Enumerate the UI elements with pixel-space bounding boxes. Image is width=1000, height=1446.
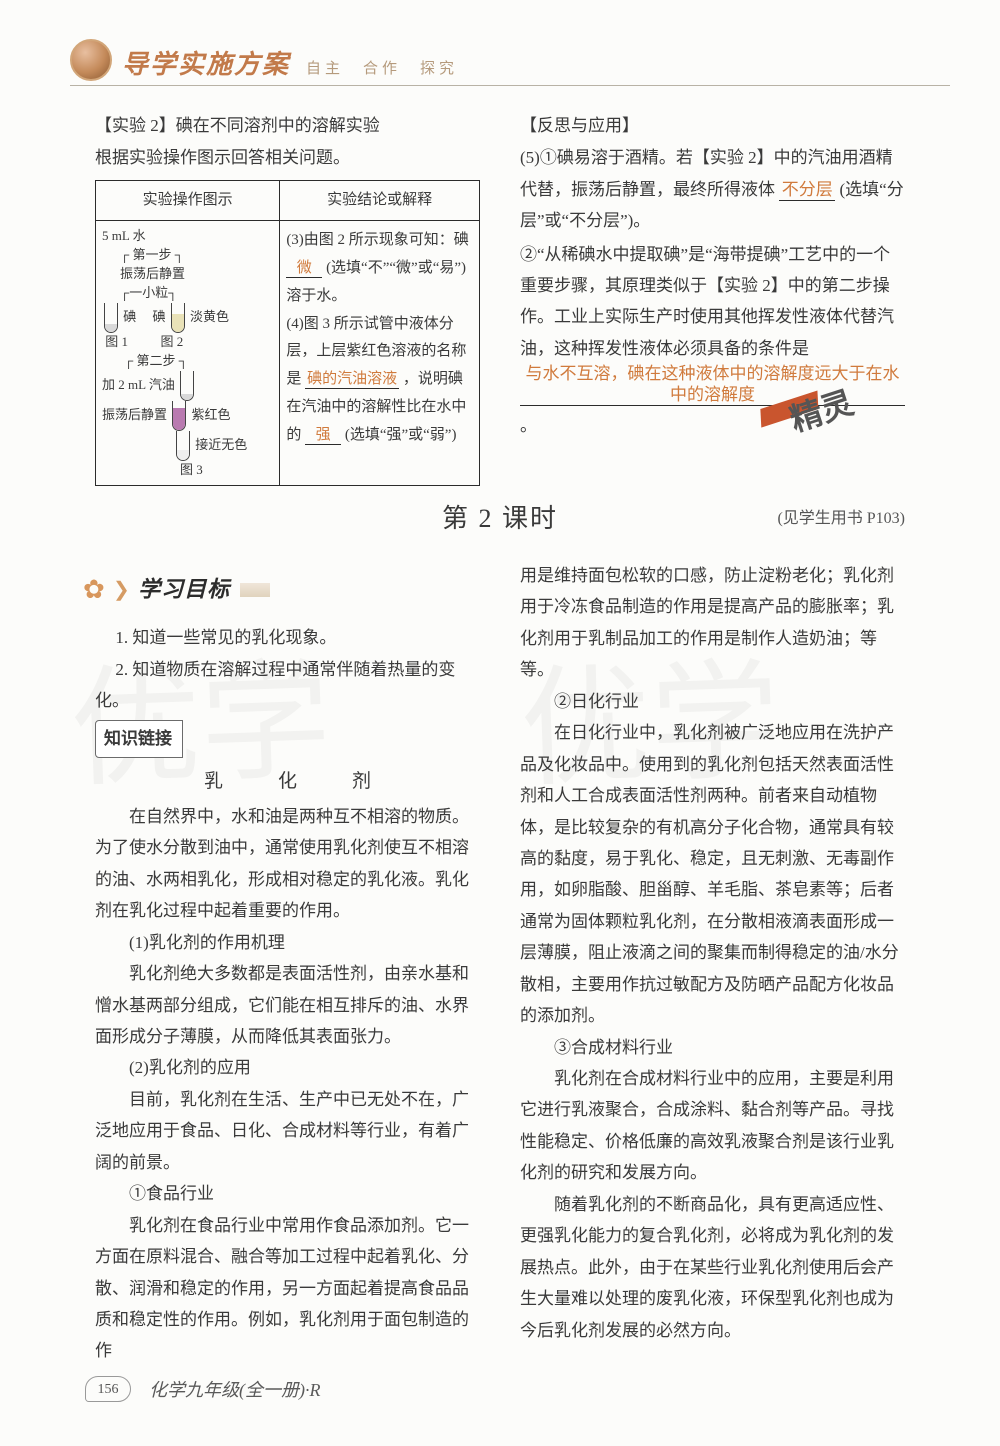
upper-left-col: 【实验 2】碘在不同溶剂中的溶解实验 根据实验操作图示回答相关问题。 实验操作图…	[95, 110, 480, 486]
diag-line: 第二步	[136, 353, 175, 368]
q5-1: (5)①碘易溶于酒精。若【实验 2】中的汽油用酒精代替，振荡后静置，最终所得液体…	[520, 142, 905, 236]
article-p5: 在日化行业中，乳化剂被广泛地应用在洗护产品及化妆品中。使用到的乳化剂包括天然表面…	[520, 717, 905, 1031]
lower-columns: ✿ ❯ 学习目标 1. 知道一些常见的乳化现象。 2. 知道物质在溶解过程中通常…	[95, 560, 905, 1367]
page-footer: 156 化学九年级(全一册)·R	[85, 1376, 320, 1402]
tube-icon	[172, 401, 186, 431]
article-s1: ①食品行业	[95, 1178, 480, 1209]
article-p4b: 用是维持面包松软的口感，防止淀粉老化；乳化剂用于冷冻食品制造的作用是提高产品的膨…	[520, 560, 905, 686]
ans4-blank: 碘的汽油溶液	[305, 370, 399, 389]
diag-line: 第一步	[132, 247, 171, 262]
diag-line: 一小粒	[129, 285, 168, 300]
knowledge-link-badge: 知识链接	[95, 720, 183, 757]
header-title: 导学实施方案	[122, 44, 290, 81]
section-divider: 第 2 课时 (见学生用书 P103)	[95, 498, 905, 535]
article-title: 乳 化 剂	[113, 764, 480, 799]
badge-tail-icon	[240, 583, 270, 597]
flower-icon: ✿	[83, 566, 105, 614]
conclusion-cell: (3)由图 2 所示现象可知：碘 微 (选填“不”“微”或“易”)溶于水。 (4…	[280, 221, 480, 486]
diag-line: 5 mL 水	[102, 227, 273, 246]
article-p2: 乳化剂绝大多数都是表面活性剂，由亲水基和憎水基两部分组成，它们能在相互排斥的油、…	[95, 958, 480, 1052]
article-s3: ③合成材料行业	[520, 1032, 905, 1063]
q5-2-text2: 。	[520, 416, 537, 435]
article-h2: (2)乳化剂的应用	[95, 1052, 480, 1083]
article-p1: 在自然界中，水和油是两种互不相溶的物质。为了使水分散到油中，通常使用乳化剂使互不…	[95, 801, 480, 927]
q5-1-blank: 不分层	[779, 180, 835, 201]
reflect-title: 【反思与应用】	[520, 110, 905, 142]
article-p3: 目前，乳化剂在生活、生产中已无处不在，广泛地应用于食品、日化、合成材料等行业，有…	[95, 1084, 480, 1178]
diag-line: 紫红色	[192, 407, 231, 422]
tube-icon	[180, 371, 194, 401]
article-p6: 乳化剂在合成材料行业中的应用，主要是利用它进行乳液聚合，合成涂料、黏合剂等产品。…	[520, 1063, 905, 1189]
q5-2-blank: 与水不互溶，碘在这种液体中的溶解度远大于在水中的溶解度	[520, 364, 905, 406]
ans4-text3: (选填“强”或“弱”)	[345, 427, 457, 443]
q5-1-text: (5)①碘易溶于酒精。若【实验 2】中的汽油用酒精代替，振荡后静置，最终所得液体	[520, 148, 893, 198]
article-h1: (1)乳化剂的作用机理	[95, 927, 480, 958]
article-s2: ②日化行业	[520, 686, 905, 717]
diag-line: 碘	[153, 309, 166, 324]
table-header-diagram: 实验操作图示	[96, 180, 280, 221]
page-number: 156	[85, 1376, 131, 1402]
book-title: 化学九年级(全一册)·R	[149, 1376, 320, 1402]
upper-columns: 【实验 2】碘在不同溶剂中的溶解实验 根据实验操作图示回答相关问题。 实验操作图…	[95, 110, 905, 486]
header-subtitle: 自主 合作 探究	[306, 57, 458, 81]
diagram-cell: 5 mL 水 ┌ 第一步 ┐ 振荡后静置 ┌一小粒┐ 碘 碘 淡黄色	[96, 221, 280, 486]
diag-line: 图 1	[105, 334, 128, 349]
diag-line: 图 3	[180, 461, 273, 480]
ans4-blank2: 强	[305, 426, 341, 445]
goal-badge-text: 学习目标	[138, 577, 230, 602]
diag-line: 振荡后静置	[102, 407, 167, 422]
q5-2: ②“从稀碘水中提取碘”是“海带提碘”工艺中的一个重要步骤，其原理类似于【实验 2…	[520, 239, 905, 442]
chevron-icon: ❯	[113, 579, 130, 601]
study-goal-badge: ✿ ❯ 学习目标	[83, 566, 270, 614]
diag-line: 加 2 mL 汽油	[102, 377, 175, 392]
table-header-conclusion: 实验结论或解释	[280, 180, 480, 221]
diag-line: 接近无色	[195, 437, 247, 452]
experiment-2-title: 【实验 2】碘在不同溶剂中的溶解实验	[95, 110, 480, 142]
article-p7: 随着乳化剂的不断商品化，具有更高适应性、更强乳化能力的复合乳化剂，必将成为乳化剂…	[520, 1189, 905, 1346]
article-p4: 乳化剂在食品行业中常用作食品添加剂。它一方面在原料混合、融合等加工过程中起着乳化…	[95, 1210, 480, 1367]
ans3-blank: 微	[286, 259, 322, 278]
diag-line: 碘	[123, 309, 136, 324]
tube-icon	[104, 303, 118, 333]
tube-icon	[171, 303, 185, 333]
upper-right-col: 【反思与应用】 (5)①碘易溶于酒精。若【实验 2】中的汽油用酒精代替，振荡后静…	[520, 110, 905, 486]
section-ref: (见学生用书 P103)	[777, 504, 905, 528]
lower-left-col: ✿ ❯ 学习目标 1. 知道一些常见的乳化现象。 2. 知道物质在溶解过程中通常…	[95, 560, 480, 1367]
goal-1: 1. 知道一些常见的乳化现象。	[95, 622, 480, 653]
experiment-2-prompt: 根据实验操作图示回答相关问题。	[95, 142, 480, 173]
ans3-text: (3)由图 2 所示现象可知：碘	[286, 232, 469, 248]
diag-line: 图 2	[161, 334, 184, 349]
diag-line: 淡黄色	[190, 309, 229, 324]
page-header: 导学实施方案 自主 合作 探究	[70, 38, 950, 86]
goal-2: 2. 知道物质在溶解过程中通常伴随着热量的变化。	[95, 654, 480, 717]
header-mascot-icon	[70, 39, 112, 81]
q5-2-text: ②“从稀碘水中提取碘”是“海带提碘”工艺中的一个重要步骤，其原理类似于【实验 2…	[520, 245, 894, 358]
tube-icon	[176, 431, 190, 461]
lower-right-col: 用是维持面包松软的口感，防止淀粉老化；乳化剂用于冷冻食品制造的作用是提高产品的膨…	[520, 560, 905, 1367]
section-title: 第 2 课时	[442, 504, 558, 533]
experiment-table: 实验操作图示 实验结论或解释 5 mL 水 ┌ 第一步 ┐ 振荡后静置 ┌一小粒…	[95, 180, 480, 487]
diag-line: 振荡后静置	[120, 266, 185, 281]
